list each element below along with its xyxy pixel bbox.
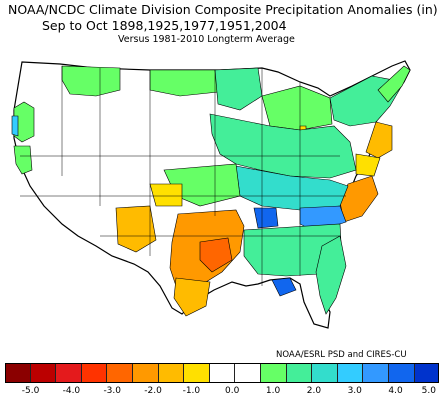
region-pacific-nw — [13, 101, 35, 143]
region-virginia — [355, 153, 381, 177]
region-nm-yellow — [115, 205, 157, 253]
colorbar-tick-label: -5.0 — [21, 386, 40, 396]
colorbar-tick-label: 0.0 — [225, 386, 240, 396]
region-deep-south — [243, 223, 343, 277]
region-texas-south — [173, 277, 211, 317]
region-montana-north — [61, 65, 121, 97]
colorbar-cell — [132, 363, 159, 383]
region-texas-darkorange — [199, 237, 233, 273]
colorbar-cell — [56, 363, 82, 383]
colorbar-tick-label: 5.0 — [421, 386, 436, 396]
colorbar-tick-label: 2.0 — [306, 386, 322, 396]
colorbar-tick-label: 1.0 — [265, 386, 281, 396]
colorbar-cell — [337, 363, 364, 383]
state-borders — [20, 66, 346, 286]
colorbar-tick-label: -3.0 — [103, 386, 121, 396]
colorbar-cell — [388, 363, 415, 383]
colorbar-tick-label: -1.0 — [182, 386, 201, 396]
colorbar-cell — [286, 363, 313, 383]
colorbar-cell — [414, 363, 440, 383]
colorbar-cell — [107, 363, 133, 383]
colorbar-cell — [158, 363, 185, 383]
map-subtitle: Versus 1981-2010 Longterm Average — [118, 34, 295, 45]
region-new-england — [377, 65, 411, 103]
region-minnesota — [214, 67, 263, 111]
region-oregon-ca-north — [13, 145, 33, 175]
region-arkansas-blue — [253, 207, 279, 229]
colorbar-tick-label: 4.0 — [388, 386, 403, 396]
colorbar-ticks: -5.0 -4.0 -3.0 -2.0 -1.0 0.0 1.0 2.0 3.0 4.0 5.0 — [5, 386, 439, 400]
region-georgia-florida — [315, 235, 347, 315]
map-period: Sep to Oct 1898,1925,1977,1951,2004 — [42, 18, 287, 33]
colorbar-cell — [235, 363, 261, 383]
region-louisiana-blue — [271, 277, 297, 297]
colorbar-cell — [363, 363, 389, 383]
credit-text: NOAA/ESRL PSD and CIRES-CU — [276, 350, 407, 360]
colorbar-tick-label: -4.0 — [62, 386, 81, 396]
region-colorado-yellow — [149, 183, 183, 207]
colorbar-tick-label: 3.0 — [347, 386, 362, 396]
colorbar-cell — [5, 363, 31, 383]
colorbar-cell — [312, 363, 338, 383]
map-title: NOAA/NCDC Climate Division Composite Pre… — [8, 2, 438, 17]
region-wa-coast — [11, 115, 19, 137]
region-mid-atlantic — [365, 121, 393, 159]
colorbar-cell — [81, 363, 108, 383]
colorbar-cell — [260, 363, 287, 383]
colorbar-cell — [209, 363, 236, 383]
region-dakota-north — [149, 69, 219, 97]
colorbar — [5, 363, 440, 383]
colorbar-cell — [30, 363, 57, 383]
colorbar-cell — [184, 363, 210, 383]
us-climate-division-map — [11, 60, 411, 329]
colorbar-tick-label: -2.0 — [144, 386, 162, 396]
